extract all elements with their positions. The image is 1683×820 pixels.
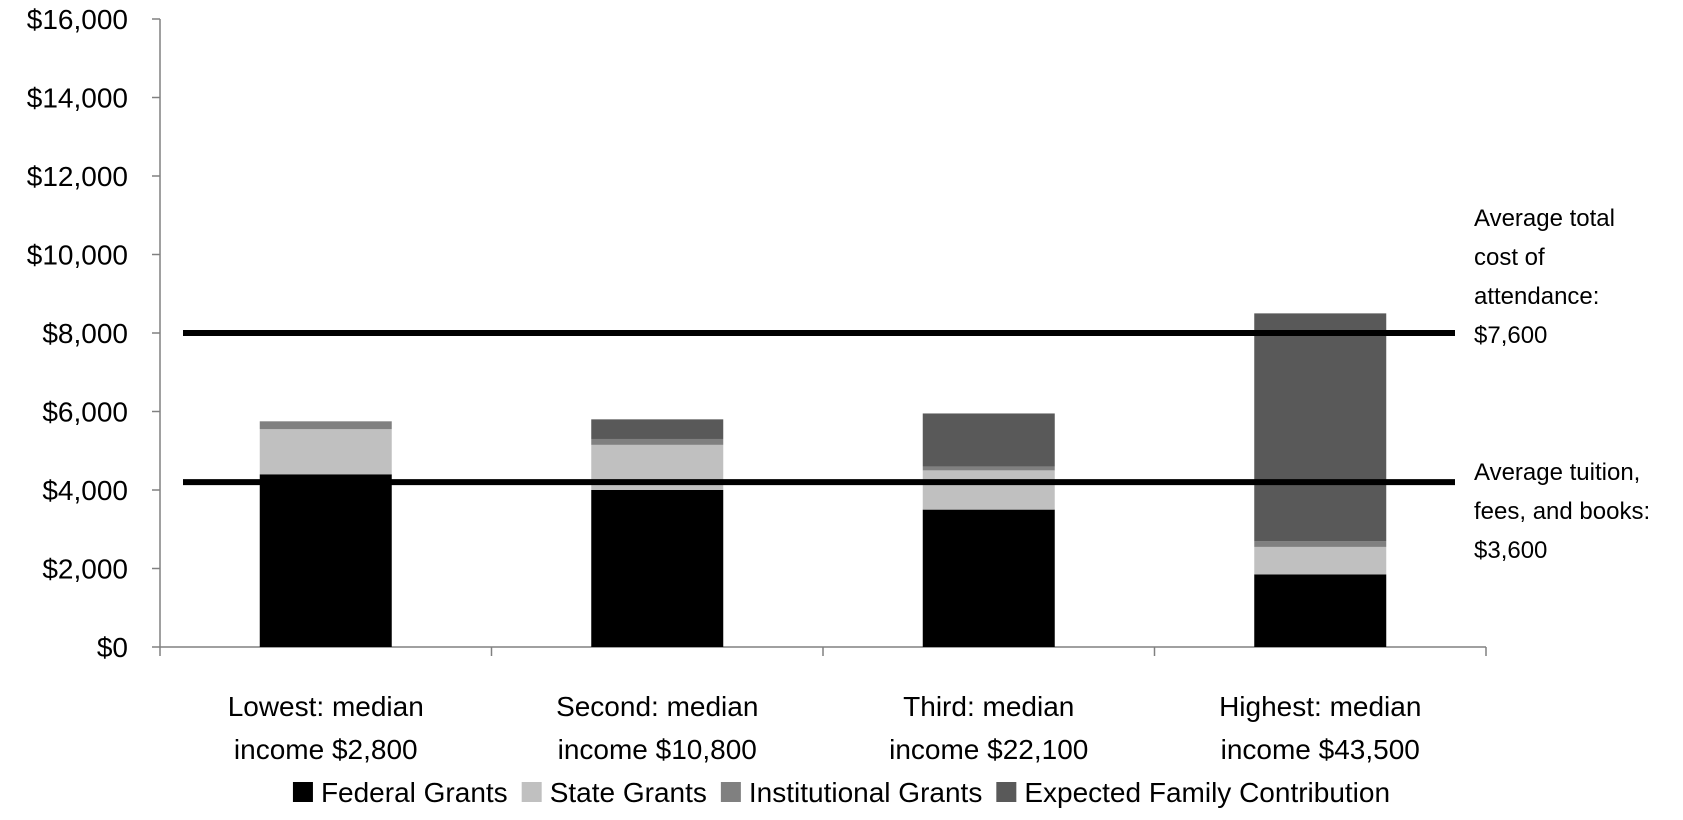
bar-segment-state-grants (1254, 546, 1387, 575)
bar-segment-institutional-grants (922, 466, 1055, 471)
category-label: income $2,800 (234, 734, 418, 765)
reference-line-label: fees, and books: (1474, 498, 1650, 525)
y-tick-label: $8,000 (42, 318, 128, 349)
legend-label: Federal Grants (321, 777, 508, 808)
bar-segment-federal-grants (591, 490, 724, 647)
bar-segment-expected-family-contribution (922, 413, 1055, 467)
legend-label: Expected Family Contribution (1024, 777, 1390, 808)
category-label: Third: median (903, 691, 1074, 722)
legend-label: Institutional Grants (749, 777, 982, 808)
reference-line-label: Average total (1474, 205, 1615, 232)
y-tick-label: $14,000 (27, 83, 128, 114)
category-label: Second: median (556, 691, 758, 722)
reference-line-label: cost of (1474, 244, 1545, 271)
category-labels: Lowest: median income $2,800 Second: media… (228, 691, 1422, 765)
y-tick-label: $6,000 (42, 397, 128, 428)
bar-segment-federal-grants (1254, 574, 1387, 647)
reference-line-label: $7,600 (1474, 322, 1547, 349)
category-label: Lowest: median (228, 691, 424, 722)
reference-line-label: Average tuition, (1474, 459, 1640, 486)
bar-segment-expected-family-contribution (591, 419, 724, 439)
legend-swatch (521, 782, 542, 802)
y-tick-label: $12,000 (27, 161, 128, 192)
category-label: income $10,800 (558, 734, 757, 765)
reference-lines: Average total cost of attendance: $7,600 Ave… (183, 205, 1650, 564)
bar-segment-federal-grants (259, 474, 392, 647)
reference-line-label: $3,600 (1474, 537, 1547, 564)
bar-segment-expected-family-contribution (1254, 313, 1387, 542)
legend: Federal Grants State Grants Institutional … (292, 777, 1390, 808)
reference-line-label: attendance: (1474, 283, 1599, 310)
y-tick-label: $16,000 (27, 4, 128, 35)
category-label: income $22,100 (889, 734, 1088, 765)
y-tick-label: $4,000 (42, 475, 128, 506)
y-tick-label: $2,000 (42, 554, 128, 585)
y-tick-label: $10,000 (27, 240, 128, 271)
bar-segment-federal-grants (922, 509, 1055, 647)
category-label: Highest: median (1219, 691, 1421, 722)
bars (259, 313, 1387, 647)
bar-segment-state-grants (922, 470, 1055, 510)
category-label: income $43,500 (1221, 734, 1420, 765)
legend-swatch (292, 782, 313, 802)
bar-segment-institutional-grants (1254, 541, 1387, 547)
legend-swatch (720, 782, 741, 802)
bar-segment-institutional-grants (591, 438, 724, 445)
y-tick-label: $0 (97, 632, 128, 663)
legend-label: State Grants (550, 777, 707, 808)
bar-segment-state-grants (259, 429, 392, 475)
bar-segment-institutional-grants (259, 421, 392, 430)
x-axis (159, 646, 1487, 656)
y-axis: $0 $2,000 $4,000 $6,000 $8,000 $10,000 $12,000… (27, 4, 161, 663)
legend-swatch (996, 782, 1017, 802)
